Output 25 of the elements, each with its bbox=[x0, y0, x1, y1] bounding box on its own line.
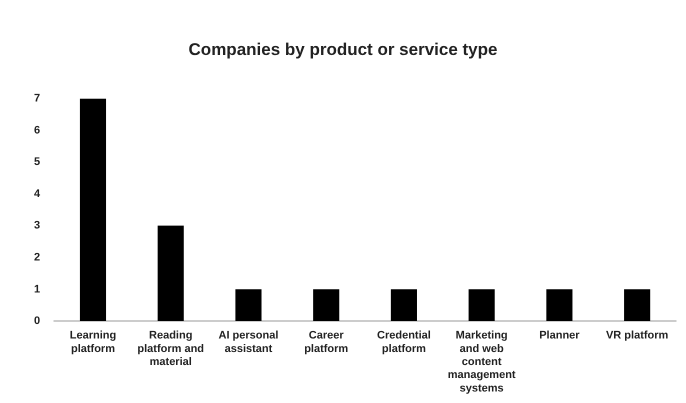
bar bbox=[158, 226, 184, 321]
x-tick-label: Reading platform and material bbox=[137, 330, 204, 368]
bar bbox=[235, 289, 262, 321]
x-tick-label: Planner bbox=[539, 330, 580, 342]
y-tick-label: 7 bbox=[34, 92, 40, 105]
y-tick-label: 2 bbox=[34, 251, 40, 264]
y-tick-label: 1 bbox=[34, 283, 40, 296]
bar bbox=[313, 289, 340, 321]
x-tick-label: AI personal assistant bbox=[218, 330, 278, 355]
bar bbox=[546, 289, 572, 321]
y-tick-label: 6 bbox=[34, 124, 40, 136]
bar bbox=[624, 289, 650, 321]
y-tick-label: 4 bbox=[34, 188, 41, 200]
x-tick-label: VR platform bbox=[606, 330, 669, 342]
bar bbox=[468, 289, 495, 321]
bar bbox=[390, 289, 417, 321]
x-tick-label: Credential platform bbox=[377, 330, 431, 355]
bar bbox=[80, 98, 106, 321]
x-tick-label: Marketing and web content management systems bbox=[448, 330, 516, 394]
y-tick-label: 3 bbox=[34, 220, 40, 232]
x-tick-label: Career platform bbox=[304, 330, 348, 355]
y-tick-label: 5 bbox=[34, 156, 40, 168]
chart-title: Companies by product or service type bbox=[188, 40, 498, 60]
y-tick-label: 0 bbox=[34, 315, 40, 328]
x-tick-label: Learning platform bbox=[70, 330, 116, 355]
